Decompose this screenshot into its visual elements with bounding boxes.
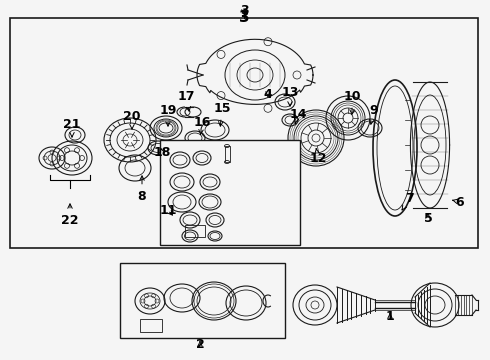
Bar: [185, 225, 205, 237]
Text: 20: 20: [123, 109, 141, 129]
Text: 19: 19: [159, 104, 177, 126]
Text: 2: 2: [196, 338, 204, 351]
Text: 7: 7: [402, 192, 415, 210]
Bar: [225, 146, 230, 162]
Bar: [10, 18, 478, 248]
Text: 13: 13: [281, 86, 299, 106]
Text: 4: 4: [264, 87, 272, 100]
Text: 3: 3: [240, 4, 248, 17]
Text: 17: 17: [177, 90, 195, 111]
Text: 22: 22: [61, 204, 79, 226]
Text: 21: 21: [63, 117, 81, 137]
Text: 11: 11: [159, 203, 177, 216]
Text: 1: 1: [386, 310, 394, 323]
Text: 12: 12: [309, 149, 327, 165]
Text: 8: 8: [138, 176, 147, 202]
Bar: [140, 319, 162, 332]
Text: 6: 6: [453, 195, 465, 208]
Text: 10: 10: [343, 90, 361, 114]
Text: 5: 5: [424, 212, 432, 225]
Text: 9: 9: [369, 104, 378, 124]
Bar: [120, 263, 285, 338]
Text: 18: 18: [153, 145, 171, 158]
Text: 16: 16: [194, 116, 211, 134]
Text: 15: 15: [213, 102, 231, 126]
Text: 14: 14: [289, 108, 307, 123]
Text: 3: 3: [239, 10, 249, 25]
Bar: [160, 140, 300, 245]
